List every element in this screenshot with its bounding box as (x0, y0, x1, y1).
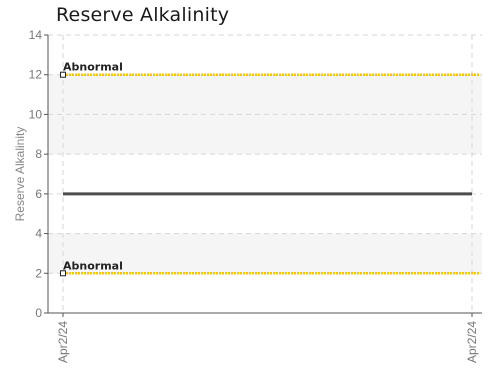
x-tick-label: Apr2/24 (56, 321, 70, 363)
axes (47, 35, 482, 314)
threshold-marker (60, 71, 66, 78)
x-tick-label: Apr2/24 (465, 321, 479, 363)
y-axis-title: Reserve Alkalinity (13, 127, 27, 222)
threshold-marker (60, 270, 66, 277)
y-tick-label: 14 (29, 28, 43, 42)
y-axis-ticks: 0 2 4 6 8 10 12 14 (29, 28, 48, 320)
x-axis-ticks: Apr2/24 Apr2/24 (56, 313, 479, 363)
threshold-label: Abnormal (63, 259, 123, 272)
y-tick-label: 0 (35, 306, 42, 320)
band-0 (48, 233, 482, 274)
background-bands (48, 74, 482, 274)
threshold-label: Abnormal (63, 61, 123, 74)
y-tick-label: 6 (35, 187, 42, 201)
y-tick-label: 4 (35, 227, 42, 241)
y-tick-label: 12 (29, 68, 43, 82)
chart-title: Reserve Alkalinity (56, 4, 230, 26)
y-tick-label: 10 (29, 107, 43, 121)
threshold-layer: Abnormal Abnormal (60, 61, 480, 277)
y-tick-label: 8 (35, 147, 42, 161)
y-tick-label: 2 (35, 266, 42, 280)
